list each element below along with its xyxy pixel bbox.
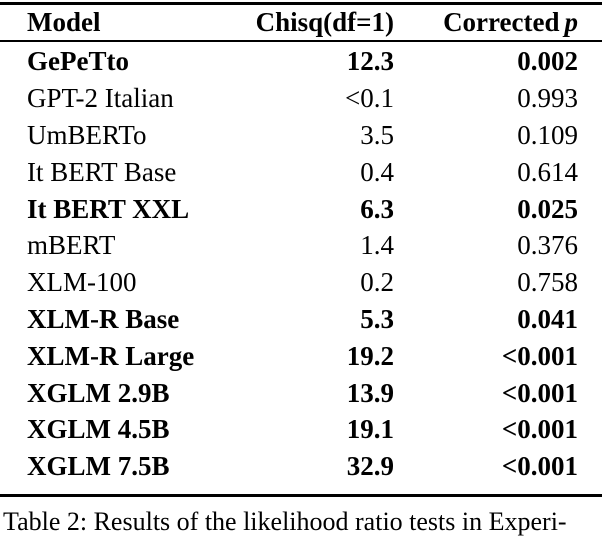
p-value-cell: 0.993 <box>517 83 578 114</box>
model-name-cell: XGLM 4.5B <box>27 414 170 445</box>
col-header-corrected-label: Corrected <box>443 7 560 37</box>
table-row: XGLM 7.5B 32.9 <0.001 <box>0 448 602 485</box>
model-name-cell: It BERT Base <box>27 156 177 187</box>
table-row: It BERT Base 0.4 0.614 <box>0 154 602 191</box>
p-value-cell: 0.376 <box>517 230 578 261</box>
table-row: GePeTto 12.3 0.002 <box>0 44 602 81</box>
table-row: GPT-2 Italian <0.1 0.993 <box>0 80 602 117</box>
p-value-cell: 0.002 <box>517 46 578 77</box>
p-value-cell: 0.614 <box>517 156 578 187</box>
col-header-p-symbol: p <box>564 7 579 37</box>
model-name-cell: XGLM 7.5B <box>27 451 170 482</box>
model-name-cell: mBERT <box>27 230 116 261</box>
results-table: Model Chisq(df=1) Corrected p GePeTto 12.3… <box>0 2 602 498</box>
model-name-cell: GePeTto <box>27 46 129 77</box>
chisq-value-cell: 32.9 <box>346 451 394 482</box>
chisq-value-cell: 5.3 <box>360 304 394 335</box>
p-value-cell: 0.758 <box>517 267 578 298</box>
table-row: UmBERTo 3.5 0.109 <box>0 117 602 154</box>
table-bottom-rule <box>0 494 602 498</box>
chisq-value-cell: 3.5 <box>360 120 394 151</box>
chisq-value-cell: 19.2 <box>346 340 394 371</box>
table-row: XLM-100 0.2 0.758 <box>0 264 602 301</box>
model-name-cell: XLM-100 <box>27 267 137 298</box>
table-mid-rule <box>0 40 602 42</box>
col-header-chisq: Chisq(df=1) <box>255 7 394 37</box>
chisq-value-cell: <0.1 <box>345 83 394 114</box>
table-row: XGLM 2.9B 13.9 <0.001 <box>0 375 602 412</box>
table-row: It BERT XXL 6.3 0.025 <box>0 191 602 228</box>
table-row: XGLM 4.5B 19.1 <0.001 <box>0 412 602 449</box>
chisq-value-cell: 12.3 <box>346 46 394 77</box>
chisq-value-cell: 13.9 <box>346 377 394 408</box>
table-row: XLM-R Large 19.2 <0.001 <box>0 338 602 375</box>
table-row: mBERT 1.4 0.376 <box>0 228 602 265</box>
model-name-cell: UmBERTo <box>27 120 147 151</box>
table-row: XLM-R Base 5.3 0.041 <box>0 301 602 338</box>
model-name-cell: XLM-R Large <box>27 340 195 371</box>
chisq-value-cell: 1.4 <box>360 230 394 261</box>
table-top-rule <box>0 2 602 5</box>
model-name-cell: XGLM 2.9B <box>27 377 170 408</box>
model-name-cell: It BERT XXL <box>27 193 190 224</box>
table-header-row: Model Chisq(df=1) Corrected p <box>0 5 602 40</box>
table-body: GePeTto 12.3 0.002 GPT-2 Italian <0.1 0.993 Um… <box>0 44 602 486</box>
p-value-cell: 0.025 <box>517 193 578 224</box>
p-value-cell: <0.001 <box>501 340 578 371</box>
col-header-corrected-p: Corrected p <box>394 9 602 36</box>
table-caption-text: Table 2: Results of the likelihood ratio… <box>3 507 567 536</box>
p-value-cell: <0.001 <box>501 377 578 408</box>
p-value-cell: 0.041 <box>517 304 578 335</box>
col-header-model: Model <box>27 7 101 37</box>
p-value-cell: <0.001 <box>501 451 578 482</box>
p-value-cell: <0.001 <box>501 414 578 445</box>
chisq-value-cell: 19.1 <box>346 414 394 445</box>
chisq-value-cell: 0.2 <box>360 267 394 298</box>
p-value-cell: 0.109 <box>517 120 578 151</box>
model-name-cell: GPT-2 Italian <box>27 83 174 114</box>
chisq-value-cell: 6.3 <box>360 193 394 224</box>
chisq-value-cell: 0.4 <box>360 156 394 187</box>
model-name-cell: XLM-R Base <box>27 304 180 335</box>
table-caption: Table 2: Results of the likelihood ratio… <box>3 507 602 537</box>
